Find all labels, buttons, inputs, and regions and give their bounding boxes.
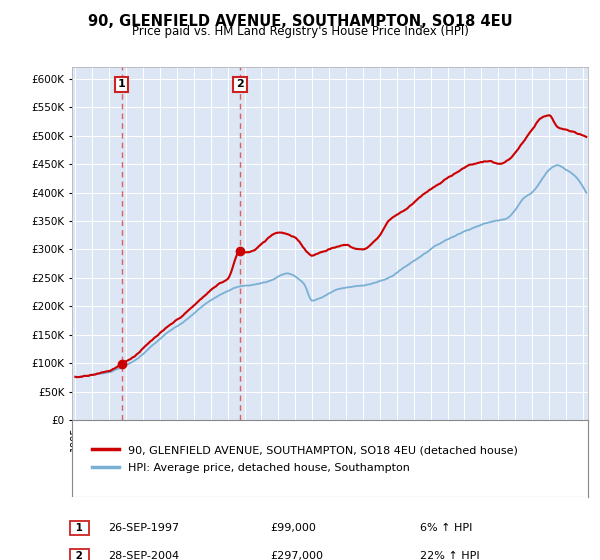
Text: 90, GLENFIELD AVENUE, SOUTHAMPTON, SO18 4EU: 90, GLENFIELD AVENUE, SOUTHAMPTON, SO18 …	[88, 14, 512, 29]
Text: 26-SEP-1997: 26-SEP-1997	[108, 523, 179, 533]
Text: 1: 1	[118, 80, 125, 89]
Text: £99,000: £99,000	[270, 523, 316, 533]
Text: 6% ↑ HPI: 6% ↑ HPI	[420, 523, 472, 533]
Text: 28-SEP-2004: 28-SEP-2004	[108, 551, 179, 560]
Text: 2: 2	[72, 551, 86, 560]
Text: Price paid vs. HM Land Registry's House Price Index (HPI): Price paid vs. HM Land Registry's House …	[131, 25, 469, 38]
Text: 22% ↑ HPI: 22% ↑ HPI	[420, 551, 479, 560]
Legend: 90, GLENFIELD AVENUE, SOUTHAMPTON, SO18 4EU (detached house), HPI: Average price: 90, GLENFIELD AVENUE, SOUTHAMPTON, SO18 …	[83, 436, 527, 482]
Text: 2: 2	[236, 80, 244, 89]
Text: 1: 1	[72, 523, 86, 533]
Text: £297,000: £297,000	[270, 551, 323, 560]
